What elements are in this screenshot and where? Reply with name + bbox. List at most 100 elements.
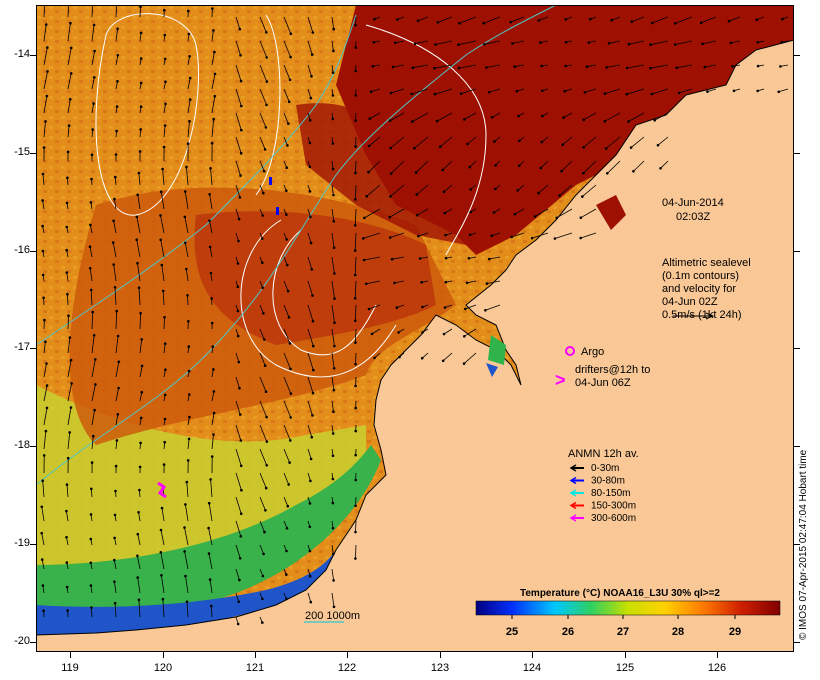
velocity-arrowhead [484, 309, 487, 312]
velocity-arrow [114, 199, 117, 210]
velocity-arrowhead [287, 316, 291, 319]
velocity-arrow [440, 136, 453, 148]
velocity-arrowhead [163, 393, 167, 397]
argo-marker[interactable] [565, 346, 575, 356]
velocity-arrowhead [213, 72, 217, 76]
velocity-arrow [730, 40, 741, 44]
velocity-arrow [138, 512, 141, 522]
velocity-arrowhead [468, 233, 472, 237]
velocity-arrowhead [466, 142, 469, 146]
velocity-arrowhead [236, 309, 240, 313]
velocity-arrowhead [261, 574, 265, 578]
velocity-arrowhead [45, 384, 49, 387]
velocity-arrowhead [729, 41, 733, 45]
velocity-arrowhead [777, 90, 780, 94]
velocity-arrowhead [464, 307, 467, 311]
velocity-arrowhead [213, 50, 216, 54]
velocity-arrow [628, 40, 645, 45]
velocity-arrowhead [393, 281, 396, 285]
velocity-arrowhead [607, 42, 611, 45]
velocity-arrow [540, 160, 549, 169]
velocity-arrowhead [564, 18, 568, 21]
velocity-arrow [235, 112, 242, 131]
velocity-arrowhead [238, 557, 242, 560]
velocity-arrowhead [488, 257, 491, 261]
velocity-arrow [160, 552, 165, 570]
velocity-arrowhead [185, 480, 189, 484]
y-tick-mark-right [794, 642, 800, 643]
velocity-arrowhead [239, 54, 242, 57]
velocity-arrowhead [332, 27, 336, 31]
velocity-arrowhead [183, 215, 187, 219]
velocity-arrow [235, 88, 242, 107]
velocity-arrowhead [331, 454, 335, 458]
velocity-arrowhead [239, 535, 243, 538]
velocity-arrowhead [45, 94, 49, 98]
velocity-arrow [608, 40, 621, 44]
velocity-arrow [369, 112, 381, 119]
velocity-arrowhead [485, 282, 489, 285]
velocity-arrow [43, 47, 48, 66]
velocity-arrowhead [187, 32, 191, 36]
velocity-arrow [611, 16, 621, 21]
velocity-arrowhead [183, 526, 186, 529]
y-tick-label: -17 [14, 341, 30, 353]
velocity-arrow [187, 121, 190, 138]
velocity-arrowhead [533, 215, 537, 218]
velocity-arrowhead [289, 392, 293, 395]
velocity-arrowhead [210, 297, 213, 300]
sst-cold-band [36, 550, 346, 637]
velocity-arrowhead [465, 281, 469, 285]
velocity-arrow [115, 440, 118, 450]
velocity-arrowhead [286, 263, 289, 267]
drifter-track[interactable] [157, 481, 167, 499]
velocity-arrowhead [331, 167, 335, 171]
velocity-arrow [654, 112, 669, 121]
velocity-arrowhead [308, 165, 312, 169]
velocity-arrow [307, 64, 312, 77]
velocity-arrowhead [140, 338, 143, 341]
velocity-arrow [67, 47, 72, 66]
velocity-arrowhead [65, 201, 69, 205]
velocity-arrowhead [441, 359, 445, 363]
anmn-legend-arrowhead [569, 514, 577, 522]
velocity-arrowhead [579, 216, 583, 219]
velocity-arrowhead [67, 124, 71, 127]
velocity-arrowhead [285, 213, 288, 216]
x-tick-mark [532, 652, 533, 658]
velocity-arrowhead [701, 42, 704, 46]
velocity-arrow [395, 40, 405, 44]
velocity-arrowhead [163, 342, 167, 346]
velocity-arrowhead [163, 124, 167, 127]
velocity-arrowhead [604, 147, 608, 150]
velocity-arrowhead [373, 17, 376, 21]
velocity-arrowhead [308, 190, 312, 193]
velocity-arrow [415, 40, 429, 45]
velocity-arrowhead [391, 65, 395, 69]
y-tick-mark-right [794, 251, 800, 252]
y-tick-mark [30, 251, 36, 252]
y-tick-mark [30, 348, 36, 349]
velocity-arrow [657, 136, 669, 146]
velocity-arrowhead [354, 198, 357, 201]
velocity-arrow [161, 508, 165, 522]
velocity-arrowhead [511, 42, 514, 45]
velocity-arrow [307, 400, 313, 416]
velocity-arrowhead [139, 81, 143, 85]
velocity-arrow [41, 506, 45, 522]
x-tick-mark [163, 652, 164, 658]
mooring-marker[interactable] [269, 177, 272, 185]
velocity-arrowhead [308, 549, 312, 553]
velocity-arrowhead [161, 289, 165, 293]
velocity-arrowhead [439, 145, 442, 148]
velocity-arrow [389, 208, 405, 218]
velocity-arrow [307, 592, 312, 603]
velocity-arrowhead [92, 434, 95, 438]
velocity-arrowhead [354, 504, 357, 508]
velocity-arrowhead [114, 175, 117, 179]
velocity-arrow [650, 40, 669, 46]
velocity-arrow [235, 16, 241, 30]
velocity-arrow [283, 448, 290, 463]
mooring-marker[interactable] [276, 207, 279, 215]
velocity-arrow [331, 184, 334, 196]
